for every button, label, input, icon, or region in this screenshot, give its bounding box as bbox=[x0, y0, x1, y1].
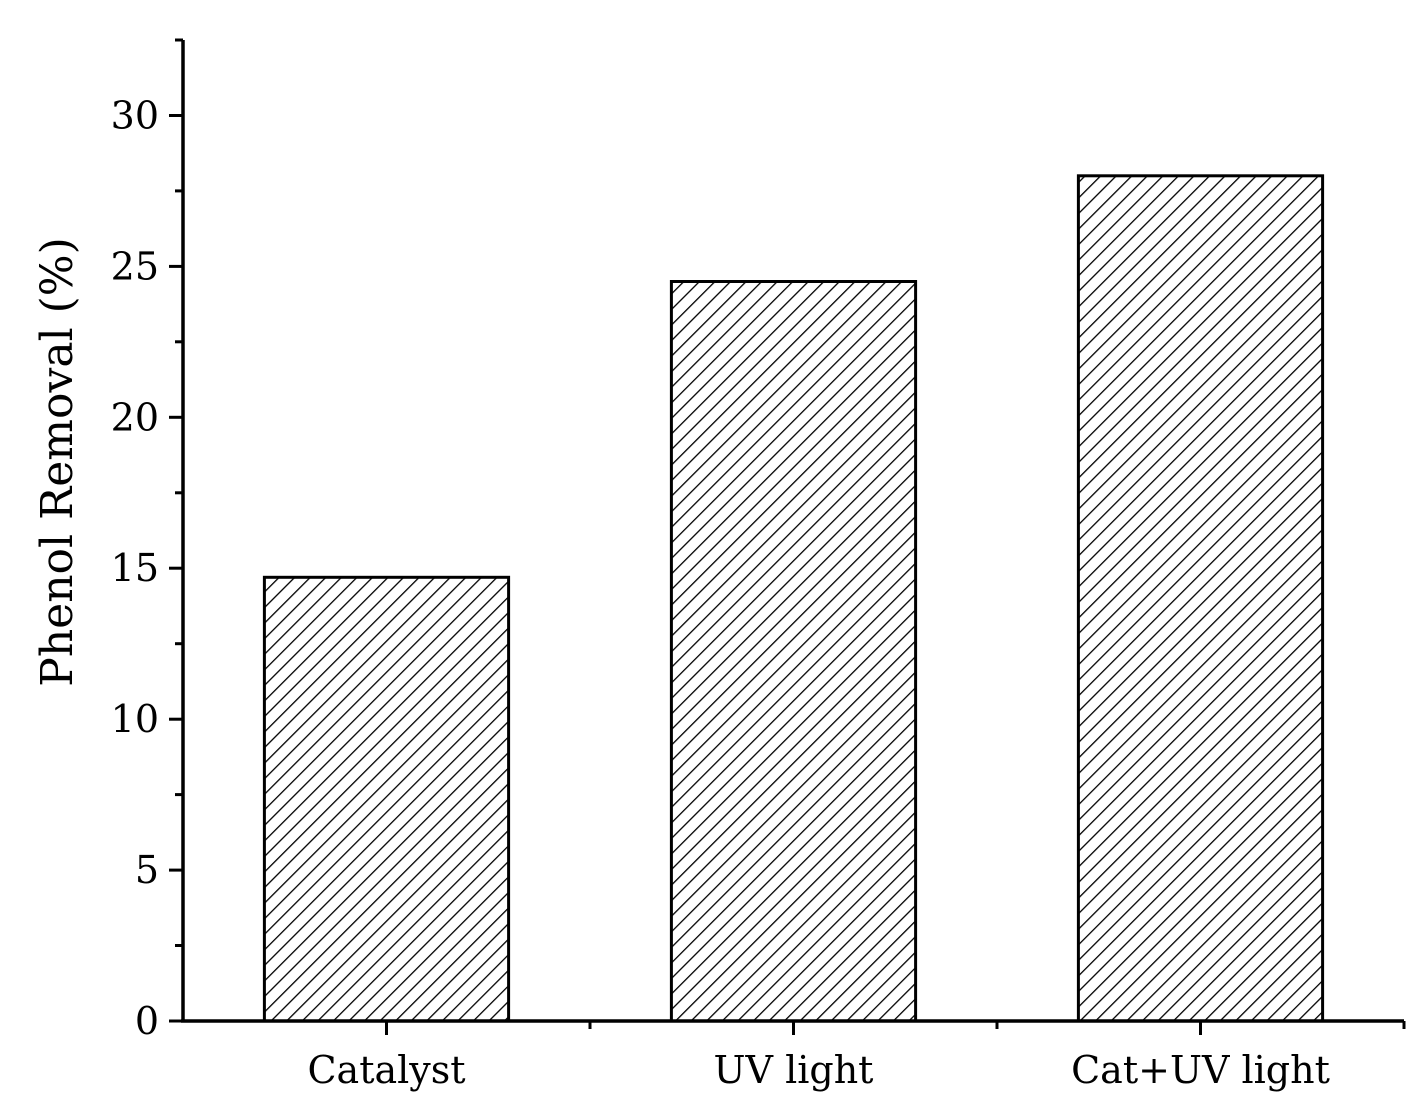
y-tick-label: 5 bbox=[135, 848, 159, 892]
y-tick-label: 15 bbox=[111, 546, 159, 590]
bar-catalyst bbox=[262, 575, 511, 1023]
x-axis-category-labels: Catalyst UV light Cat+UV light bbox=[307, 1048, 1329, 1092]
y-tick-label: 0 bbox=[135, 999, 159, 1043]
x-category-label: Catalyst bbox=[307, 1048, 465, 1092]
x-category-label: UV light bbox=[714, 1048, 874, 1092]
x-category-label: Cat+UV light bbox=[1071, 1048, 1330, 1092]
bar-cat-uv-light bbox=[1076, 174, 1325, 1023]
bar-uv-light bbox=[669, 280, 918, 1023]
x-axis-ticks bbox=[385, 1021, 1406, 1035]
y-axis-tick-labels: 0 5 10 15 20 25 30 bbox=[111, 94, 159, 1044]
y-axis-title: Phenol Removal (%) bbox=[32, 237, 83, 687]
y-tick-label: 25 bbox=[111, 244, 159, 288]
y-tick-label: 20 bbox=[111, 395, 159, 439]
y-tick-label: 10 bbox=[111, 697, 159, 741]
y-tick-label: 30 bbox=[111, 94, 159, 138]
y-axis-ticks bbox=[169, 38, 183, 1023]
bars-group bbox=[262, 174, 1325, 1023]
